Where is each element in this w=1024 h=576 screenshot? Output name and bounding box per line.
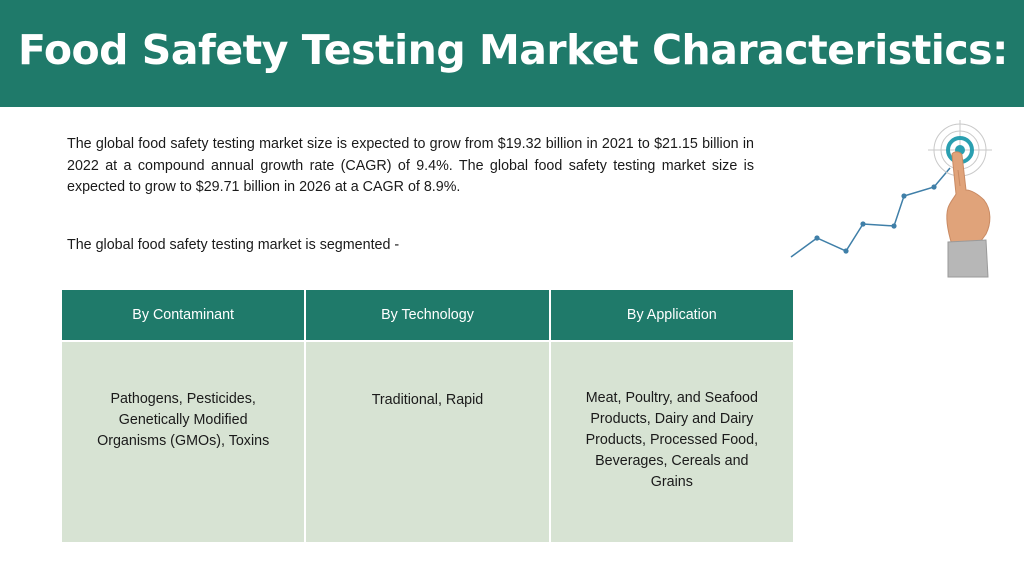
header-by-application: By Application	[548, 288, 796, 342]
slide-title: Food Safety Testing Market Characteristi…	[18, 26, 1008, 74]
cell-technology-text: Traditional, Rapid	[371, 392, 484, 408]
segmentation-table: By Contaminant By Technology By Applicat…	[59, 288, 796, 544]
table-header-row: By Contaminant By Technology By Applicat…	[59, 288, 796, 342]
market-size-paragraph: The global food safety testing market si…	[67, 136, 754, 195]
header-by-technology: By Technology	[304, 288, 551, 342]
growth-line	[790, 167, 951, 258]
title-bar: Food Safety Testing Market Characteristi…	[0, 0, 1024, 107]
hand-icon	[946, 151, 991, 278]
cell-contaminant-text: Pathogens, Pesticides, Genetically Modif…	[97, 391, 270, 449]
header-by-contaminant: By Contaminant	[59, 288, 307, 342]
cell-application: Meat, Poultry, and Seafood Products, Dai…	[548, 340, 796, 544]
table-row: Pathogens, Pesticides, Genetically Modif…	[59, 340, 796, 544]
cell-application-text: Meat, Poultry, and Seafood Products, Dai…	[585, 390, 759, 490]
growth-line-points	[814, 184, 937, 254]
cell-contaminant: Pathogens, Pesticides, Genetically Modif…	[59, 340, 307, 544]
segmentation-intro: The global food safety testing market is…	[67, 237, 400, 253]
growth-hand-illustration	[790, 120, 992, 278]
cell-technology: Traditional, Rapid	[304, 340, 551, 544]
